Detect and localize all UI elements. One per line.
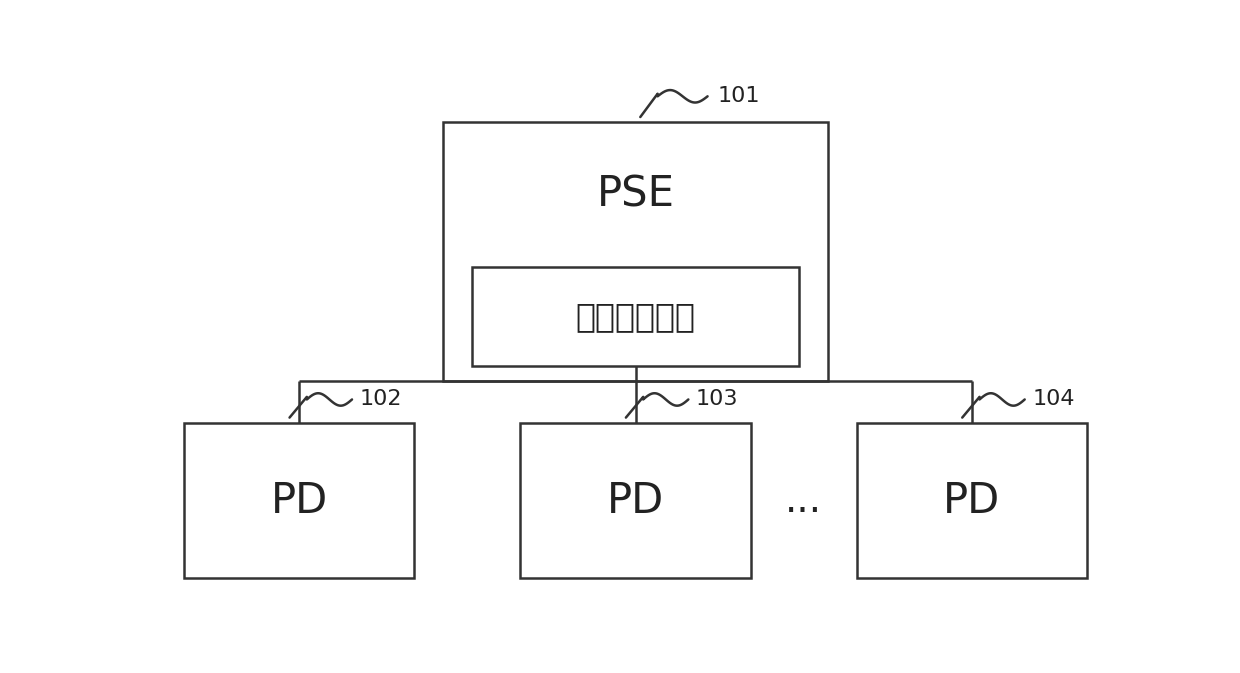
Text: PD: PD bbox=[270, 479, 327, 522]
Bar bbox=[444, 122, 828, 382]
Text: PD: PD bbox=[944, 479, 1001, 522]
Text: 102: 102 bbox=[360, 390, 402, 409]
Bar bbox=[472, 267, 799, 366]
Text: 104: 104 bbox=[1033, 390, 1075, 409]
Bar bbox=[857, 423, 1087, 578]
Bar bbox=[521, 423, 751, 578]
Text: PD: PD bbox=[606, 479, 665, 522]
Text: PSE: PSE bbox=[596, 174, 675, 216]
Bar bbox=[184, 423, 414, 578]
Text: 101: 101 bbox=[717, 86, 760, 106]
Text: 103: 103 bbox=[696, 390, 739, 409]
Text: 电源管理系统: 电源管理系统 bbox=[575, 300, 696, 333]
Text: ...: ... bbox=[785, 481, 822, 520]
